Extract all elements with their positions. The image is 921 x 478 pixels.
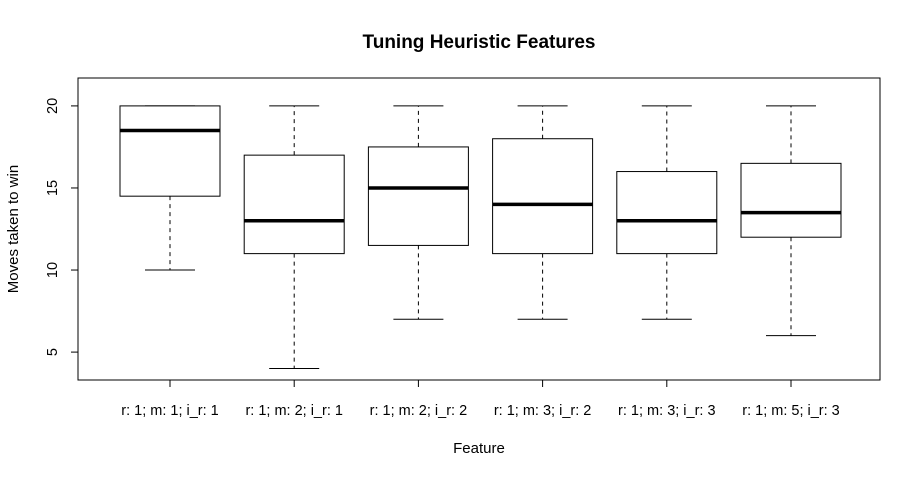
x-axis-label: Feature bbox=[453, 440, 505, 457]
chart-title: Tuning Heuristic Features bbox=[363, 32, 596, 53]
box-iqr bbox=[367, 146, 469, 246]
x-tick-label: r: 1; m: 3; i_r: 2 bbox=[494, 403, 592, 419]
y-tick-label: 20 bbox=[45, 98, 61, 114]
box-iqr bbox=[616, 171, 718, 255]
box-iqr bbox=[119, 105, 221, 197]
box-group bbox=[367, 105, 469, 320]
box-group bbox=[492, 105, 594, 320]
y-tick-label: 10 bbox=[45, 262, 61, 278]
box-iqr bbox=[492, 138, 594, 255]
box-iqr bbox=[740, 162, 842, 238]
box-group bbox=[616, 105, 718, 320]
y-tick-label: 5 bbox=[45, 348, 61, 356]
box-series bbox=[119, 105, 842, 370]
x-tick-label: r: 1; m: 2; i_r: 1 bbox=[245, 403, 343, 419]
x-tick-label: r: 1; m: 2; i_r: 2 bbox=[370, 403, 468, 419]
y-axis: 5 10 15 20 bbox=[45, 98, 79, 356]
box-group bbox=[119, 105, 221, 271]
box-group bbox=[243, 105, 345, 370]
x-tick-label: r: 1; m: 3; i_r: 3 bbox=[618, 403, 716, 419]
box-group bbox=[740, 105, 842, 337]
x-tick-label: r: 1; m: 5; i_r: 3 bbox=[742, 403, 840, 419]
y-tick-label: 15 bbox=[45, 180, 61, 196]
x-axis: r: 1; m: 1; i_r: 1 r: 1; m: 2; i_r: 1 r: 1… bbox=[121, 379, 840, 419]
box-iqr bbox=[243, 154, 345, 255]
y-axis-label: Moves taken to win bbox=[5, 165, 22, 293]
x-tick-label: r: 1; m: 1; i_r: 1 bbox=[121, 403, 219, 419]
